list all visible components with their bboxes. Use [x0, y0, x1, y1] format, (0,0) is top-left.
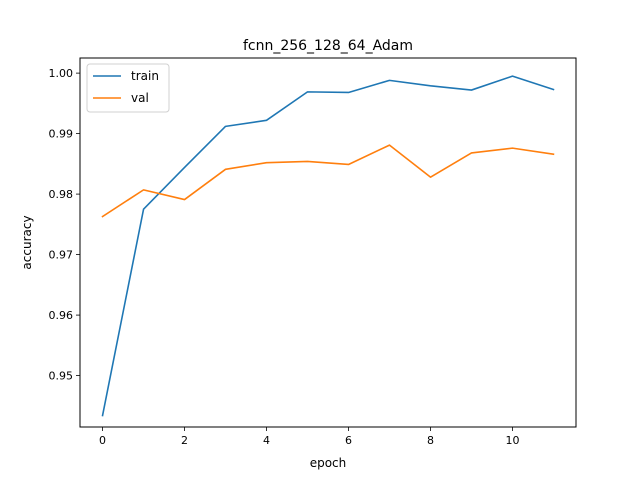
- y-tick-label: 0.97: [49, 249, 74, 262]
- y-tick-label: 0.98: [49, 188, 74, 201]
- chart-title: fcnn_256_128_64_Adam: [243, 38, 413, 54]
- y-tick-label: 1.00: [49, 67, 74, 80]
- series-line-train: [101, 75, 555, 417]
- y-axis: 0.95 0.96 0.97 0.98 0.99 1.00: [49, 67, 80, 383]
- series-line-val: [101, 144, 555, 218]
- series-layer: [101, 75, 555, 417]
- x-tick-label: 2: [181, 434, 188, 447]
- legend: train val: [86, 63, 170, 113]
- legend-label-train: train: [131, 69, 159, 83]
- legend-label-val: val: [131, 91, 149, 105]
- y-tick-label: 0.99: [49, 128, 74, 141]
- y-tick-label: 0.95: [49, 370, 74, 383]
- x-tick-label: 6: [345, 434, 352, 447]
- x-tick-label: 4: [263, 434, 270, 447]
- y-tick-label: 0.96: [49, 309, 74, 322]
- x-tick-label: 8: [427, 434, 434, 447]
- x-tick-label: 10: [505, 434, 519, 447]
- x-axis-label: epoch: [310, 456, 347, 470]
- x-axis: 0 2 4 6 8 10: [99, 427, 519, 447]
- y-axis-label: accuracy: [20, 215, 34, 269]
- x-tick-label: 0: [99, 434, 106, 447]
- plot-area: [79, 57, 577, 428]
